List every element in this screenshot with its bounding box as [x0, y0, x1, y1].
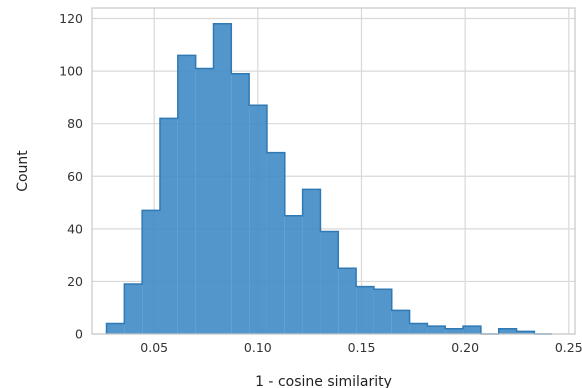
y-tick-label: 80 — [67, 116, 83, 131]
x-tick-label: 0.10 — [244, 340, 272, 355]
histogram-bar — [266, 152, 285, 334]
histogram-bar — [124, 284, 143, 334]
histogram-bar — [284, 215, 303, 334]
histogram-bar — [445, 328, 464, 334]
histogram-bar — [427, 326, 446, 334]
y-tick-label: 40 — [67, 221, 83, 236]
histogram-bar — [391, 310, 410, 334]
x-tick-label: 0.15 — [348, 340, 376, 355]
histogram-outline — [105, 23, 553, 335]
histogram-bars — [106, 23, 535, 335]
y-tick-label: 0 — [75, 327, 83, 342]
histogram-bar — [356, 286, 374, 334]
x-axis-label: 1 - cosine similarity — [255, 374, 392, 388]
histogram-bar — [231, 73, 250, 335]
y-tick-label: 120 — [59, 11, 83, 26]
histogram-bar — [409, 323, 428, 334]
histogram-bar — [177, 55, 196, 335]
histogram-bar — [463, 326, 481, 334]
histogram-bar — [159, 118, 178, 334]
histogram-bar — [142, 210, 160, 334]
histogram-bar — [213, 23, 232, 334]
y-tick-label: 20 — [67, 274, 83, 289]
histogram-bar — [320, 231, 339, 334]
x-tick-label: 0.05 — [140, 340, 168, 355]
histogram-bar — [338, 268, 357, 334]
y-tick-label: 60 — [67, 169, 83, 184]
plot-frame — [91, 7, 576, 335]
histogram-bar — [516, 331, 535, 334]
x-tick-labels: 0.05 0.10 0.15 0.20 0.25 — [140, 340, 582, 355]
histogram-bar — [373, 289, 392, 334]
y-tick-label: 100 — [59, 64, 83, 79]
x-tick-label: 0.25 — [555, 340, 582, 355]
histogram-bar — [498, 328, 517, 334]
x-tick-label: 0.20 — [451, 340, 479, 355]
histogram-bar — [302, 189, 321, 334]
histogram-bar — [195, 68, 214, 334]
histogram-bar — [249, 105, 267, 334]
y-tick-labels: 0 20 40 60 80 100 120 — [59, 11, 83, 341]
y-axis-label: Count — [15, 150, 31, 192]
histogram-bar — [106, 323, 125, 334]
